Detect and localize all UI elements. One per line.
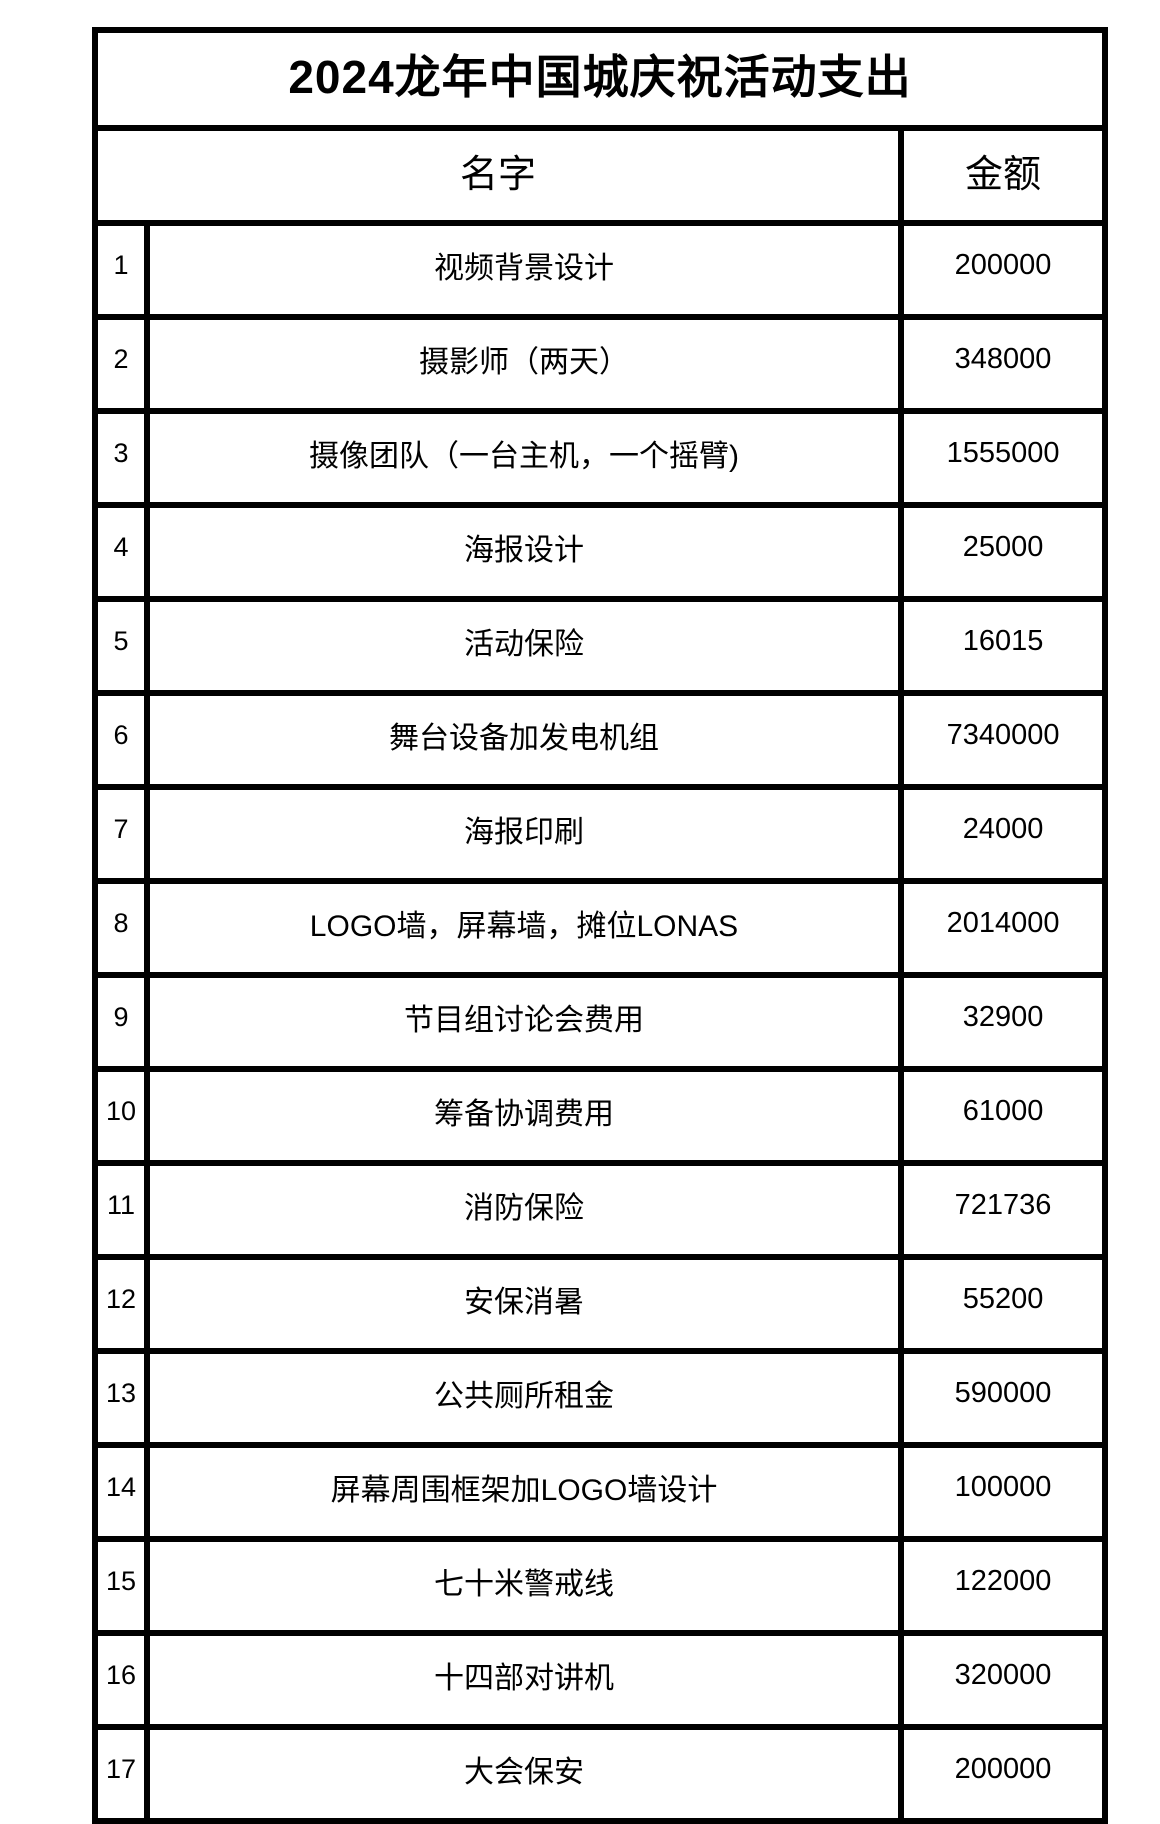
- table-title-row: 2024龙年中国城庆祝活动支出: [91, 27, 1109, 131]
- table-row: 16 十四部对讲机 320000: [92, 1630, 1109, 1730]
- row-number: 16: [92, 1630, 150, 1730]
- expense-name: 消防保险: [144, 1160, 904, 1260]
- row-number: 2: [92, 314, 150, 414]
- expense-amount: 100000: [897, 1442, 1109, 1542]
- expense-name: 筹备协调费用: [144, 1066, 904, 1166]
- expense-name: 摄像团队（一台主机，一个摇臂): [144, 408, 904, 508]
- row-number: 11: [92, 1160, 150, 1260]
- expense-name: 大会保安: [144, 1724, 904, 1824]
- expense-name: 节目组讨论会费用: [144, 972, 904, 1072]
- row-number: 9: [92, 972, 150, 1072]
- table-row: 12 安保消暑 55200: [92, 1254, 1109, 1354]
- expense-name: 活动保险: [144, 596, 904, 696]
- expense-name: 七十米警戒线: [144, 1536, 904, 1636]
- row-number: 6: [92, 690, 150, 790]
- table-row: 14 屏幕周围框架加LOGO墙设计 100000: [92, 1442, 1109, 1542]
- column-header-name: 名字: [92, 125, 904, 226]
- expense-sheet: 2024龙年中国城庆祝活动支出 名字 金额 1 视频背景设计 200000 2 …: [91, 27, 1109, 1824]
- page-title: 2024龙年中国城庆祝活动支出: [91, 27, 1109, 131]
- row-number: 14: [92, 1442, 150, 1542]
- row-number: 12: [92, 1254, 150, 1354]
- expense-table: 2024龙年中国城庆祝活动支出 名字 金额 1 视频背景设计 200000 2 …: [91, 27, 1109, 1824]
- expense-amount: 348000: [897, 314, 1109, 414]
- row-number: 17: [92, 1724, 150, 1824]
- row-number: 8: [92, 878, 150, 978]
- expense-amount: 721736: [897, 1160, 1109, 1260]
- table-row: 10 筹备协调费用 61000: [92, 1066, 1109, 1166]
- expense-name: 公共厕所租金: [144, 1348, 904, 1448]
- expense-amount: 16015: [897, 596, 1109, 696]
- expense-amount: 320000: [897, 1630, 1109, 1730]
- expense-amount: 61000: [897, 1066, 1109, 1166]
- table-row: 7 海报印刷 24000: [92, 784, 1109, 884]
- expense-name: 海报印刷: [144, 784, 904, 884]
- table-row: 2 摄影师（两天） 348000: [92, 314, 1109, 414]
- row-number: 1: [92, 220, 150, 320]
- column-header-amount: 金额: [897, 125, 1109, 226]
- table-row: 1 视频背景设计 200000: [92, 220, 1109, 320]
- expense-amount: 200000: [897, 220, 1109, 320]
- table-row: 17 大会保安 200000: [92, 1724, 1109, 1824]
- expense-name: LOGO墙，屏幕墙，摊位LONAS: [144, 878, 904, 978]
- expense-amount: 55200: [897, 1254, 1109, 1354]
- expense-amount: 7340000: [897, 690, 1109, 790]
- row-number: 13: [92, 1348, 150, 1448]
- expense-amount: 1555000: [897, 408, 1109, 508]
- row-number: 15: [92, 1536, 150, 1636]
- expense-name: 海报设计: [144, 502, 904, 602]
- table-row: 11 消防保险 721736: [92, 1160, 1109, 1260]
- table-row: 13 公共厕所租金 590000: [92, 1348, 1109, 1448]
- expense-amount: 25000: [897, 502, 1109, 602]
- expense-amount: 2014000: [897, 878, 1109, 978]
- table-row: 15 七十米警戒线 122000: [92, 1536, 1109, 1636]
- expense-name: 摄影师（两天）: [144, 314, 904, 414]
- row-number: 3: [92, 408, 150, 508]
- row-number: 5: [92, 596, 150, 696]
- table-row: 6 舞台设备加发电机组 7340000: [92, 690, 1109, 790]
- expense-amount: 590000: [897, 1348, 1109, 1448]
- expense-name: 视频背景设计: [144, 220, 904, 320]
- table-row: 9 节目组讨论会费用 32900: [92, 972, 1109, 1072]
- table-row: 4 海报设计 25000: [92, 502, 1109, 602]
- table-header-row: 名字 金额: [92, 125, 1109, 226]
- expense-amount: 24000: [897, 784, 1109, 884]
- table-row: 8 LOGO墙，屏幕墙，摊位LONAS 2014000: [92, 878, 1109, 978]
- expense-name: 屏幕周围框架加LOGO墙设计: [144, 1442, 904, 1542]
- expense-name: 舞台设备加发电机组: [144, 690, 904, 790]
- row-number: 7: [92, 784, 150, 884]
- expense-name: 十四部对讲机: [144, 1630, 904, 1730]
- table-row: 5 活动保险 16015: [92, 596, 1109, 696]
- expense-name: 安保消暑: [144, 1254, 904, 1354]
- table-row: 3 摄像团队（一台主机，一个摇臂) 1555000: [92, 408, 1109, 508]
- expense-amount: 32900: [897, 972, 1109, 1072]
- row-number: 4: [92, 502, 150, 602]
- row-number: 10: [92, 1066, 150, 1166]
- expense-amount: 200000: [897, 1724, 1109, 1824]
- expense-amount: 122000: [897, 1536, 1109, 1636]
